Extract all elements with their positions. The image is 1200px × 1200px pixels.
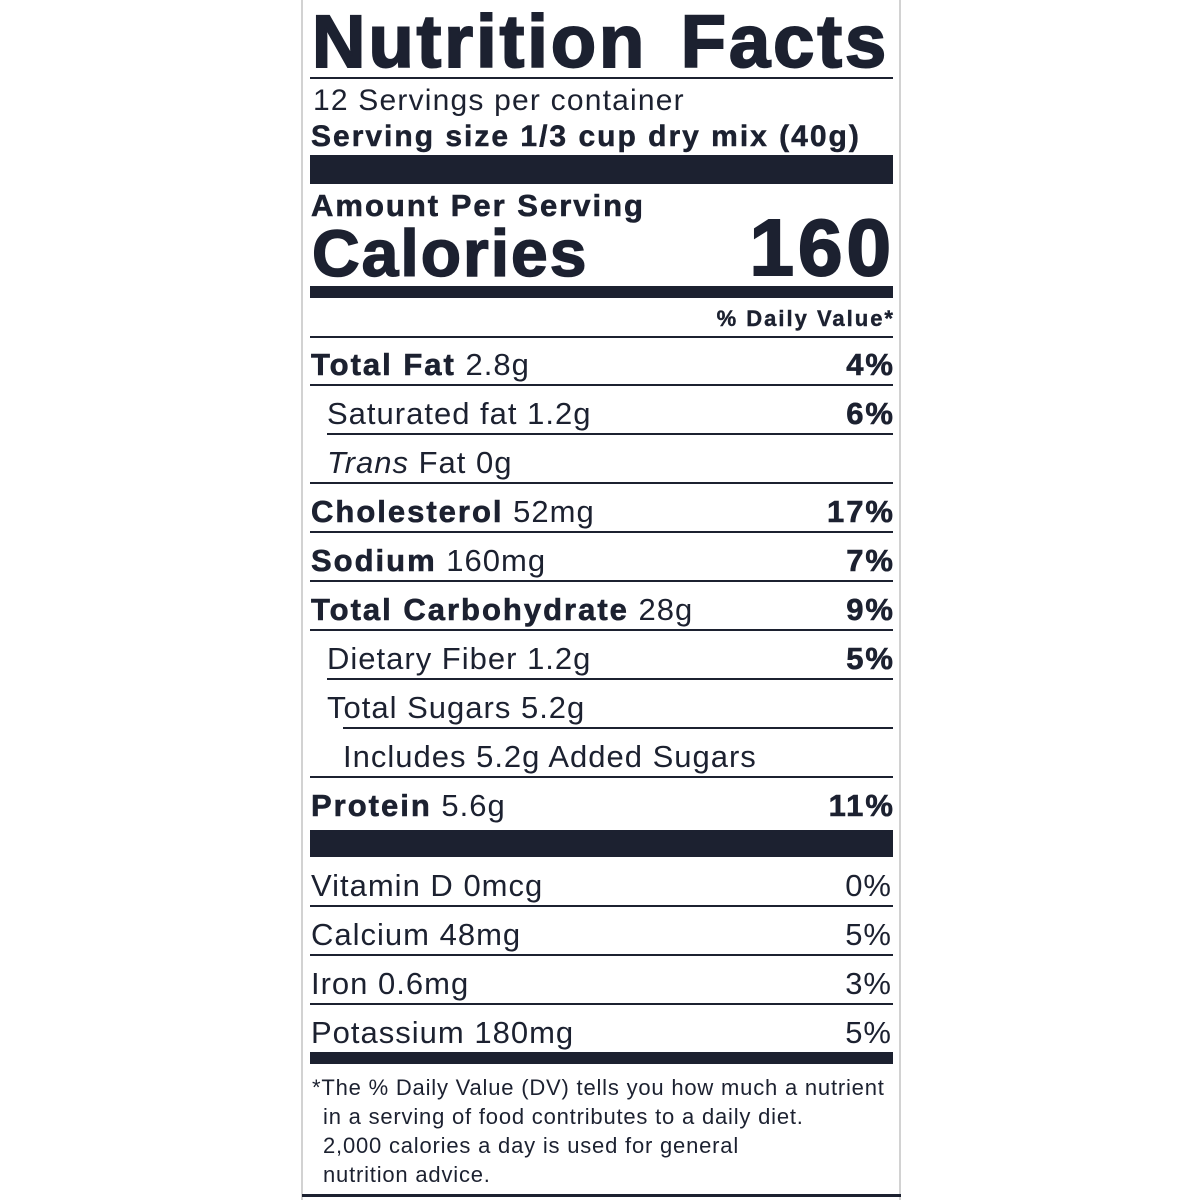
nutrient-daily-value: 6% — [846, 396, 895, 432]
label-left-border — [301, 0, 303, 1200]
nutrient-name: Dietary Fiber — [327, 641, 518, 676]
nutrient-amount: 28g — [638, 592, 694, 627]
vitamin-name: Calcium — [311, 917, 430, 952]
nutrient-row-added-sugars: Includes 5.2g Added Sugars — [310, 729, 893, 776]
vitamin-name: Iron — [311, 966, 369, 1001]
nutrient-daily-value: 7% — [846, 543, 895, 579]
nutrient-amount: 2.8g — [465, 347, 530, 382]
vitamin-amount: 0mcg — [463, 868, 544, 903]
vitamin-amount: 180mg — [474, 1015, 575, 1050]
nutrient-row-sodium: Sodium 160mg 7% — [310, 533, 895, 581]
nutrient-row-total-carbohydrate: Total Carbohydrate 28g 9% — [310, 582, 895, 630]
nutrient-amount: 0g — [476, 445, 513, 480]
divider — [310, 336, 893, 338]
nutrient-row-saturated-fat: Saturated fat 1.2g 6% — [310, 386, 893, 433]
nutrient-amount: 160mg — [446, 543, 547, 578]
divider — [310, 954, 893, 956]
nutrient-amount: 1.2g — [527, 396, 592, 431]
nutrient-label: Total Carbohydrate 28g — [311, 590, 693, 630]
nutrient-amount: 5.6g — [441, 788, 506, 823]
divider — [310, 531, 893, 533]
vitamin-label: Vitamin D 0mcg — [311, 866, 543, 906]
divider — [310, 629, 893, 631]
thick-divider — [310, 830, 893, 857]
vitamin-daily-value: 5% — [845, 1015, 892, 1050]
nutrient-label: Protein 5.6g — [311, 786, 506, 826]
nutrient-row-protein: Protein 5.6g 11% — [310, 778, 895, 826]
divider — [343, 727, 893, 729]
nutrient-name: Total Carbohydrate — [311, 592, 629, 628]
vitamin-label: Potassium 180mg — [311, 1013, 574, 1053]
vitamin-name: Potassium — [311, 1015, 465, 1050]
divider — [310, 580, 893, 582]
divider — [327, 678, 893, 680]
nutrient-daily-value: 11% — [828, 788, 895, 824]
vitamin-label: Calcium 48mg — [311, 915, 521, 955]
vitamin-name: Vitamin D — [311, 868, 454, 903]
divider — [310, 1003, 893, 1005]
nutrient-name: Cholesterol — [311, 494, 504, 530]
footnote-line: *The % Daily Value (DV) tells you how mu… — [312, 1075, 885, 1100]
nutrient-label: Sodium 160mg — [311, 541, 546, 581]
divider — [310, 482, 893, 484]
vitamin-row-iron: Iron 0.6mg 3% — [310, 956, 893, 1003]
nutrient-daily-value: 9% — [846, 592, 895, 628]
footnote-line: in a serving of food contributes to a da… — [323, 1104, 804, 1129]
nutrient-row-trans-fat: Trans Fat 0g — [310, 435, 893, 482]
footnote-line: nutrition advice. — [323, 1162, 491, 1187]
nutrient-label: Total Sugars 5.2g — [327, 688, 585, 728]
nutrient-label: Trans Fat 0g — [327, 443, 512, 483]
nutrient-label: Dietary Fiber 1.2g — [327, 639, 591, 679]
nutrient-row-cholesterol: Cholesterol 52mg 17% — [310, 484, 895, 532]
nutrient-label: Cholesterol 52mg — [311, 492, 595, 532]
label-bottom-border — [302, 1194, 901, 1197]
medium-divider — [310, 1052, 893, 1064]
nutrient-label: Includes 5.2g Added Sugars — [343, 739, 757, 774]
nutrient-name: Total Sugars — [327, 690, 512, 725]
nutrient-name: Sodium — [311, 543, 437, 579]
calories-label: Calories — [311, 216, 589, 290]
vitamin-row-potassium: Potassium 180mg 5% — [310, 1005, 893, 1052]
thick-divider — [310, 155, 893, 184]
nutrient-amount: 1.2g — [527, 641, 592, 676]
nutrient-row-total-sugars: Total Sugars 5.2g — [310, 680, 893, 727]
vitamin-row-calcium: Calcium 48mg 5% — [310, 907, 893, 954]
nutrient-daily-value: 4% — [846, 347, 895, 383]
nutrient-label: Saturated fat 1.2g — [327, 394, 591, 434]
vitamin-amount: 48mg — [439, 917, 522, 952]
nutrient-name: Total Fat — [311, 347, 456, 383]
nutrient-daily-value: 17% — [826, 494, 895, 530]
nutrient-amount: 5.2g — [520, 690, 586, 725]
nutrient-label: Total Fat 2.8g — [311, 345, 530, 385]
daily-value-header: % Daily Value* — [716, 306, 895, 331]
divider — [327, 433, 893, 435]
serving-size: Serving size 1/3 cup dry mix (40g) — [311, 120, 861, 153]
servings-per-container: 12 Servings per container — [313, 84, 685, 117]
vitamin-daily-value: 5% — [845, 917, 892, 952]
vitamin-daily-value: 3% — [845, 966, 892, 1001]
nutrient-name: Protein — [311, 788, 432, 824]
divider — [310, 384, 893, 386]
title-divider — [310, 77, 893, 79]
nutrient-daily-value: 5% — [846, 641, 895, 677]
divider — [310, 776, 893, 778]
vitamin-daily-value: 0% — [845, 868, 892, 903]
vitamin-label: Iron 0.6mg — [311, 964, 469, 1004]
calories-value: 160 — [749, 203, 895, 292]
amount-per-serving: Amount Per Serving — [311, 188, 645, 223]
vitamin-row-vitamin-d: Vitamin D 0mcg 0% — [310, 858, 893, 905]
medium-divider — [310, 286, 893, 298]
footnote-line: 2,000 calories a day is used for general — [323, 1133, 740, 1158]
nutrient-name: Saturated fat — [327, 396, 518, 431]
label-title: Nutrition Facts — [311, 0, 890, 83]
nutrient-name: Fat — [418, 445, 467, 480]
vitamin-amount: 0.6mg — [378, 966, 470, 1001]
nutrient-row-total-fat: Total Fat 2.8g 4% — [310, 337, 895, 385]
divider — [310, 905, 893, 907]
nutrient-amount: 52mg — [513, 494, 595, 529]
label-right-border — [899, 0, 901, 1200]
nutrient-row-dietary-fiber: Dietary Fiber 1.2g 5% — [310, 631, 893, 678]
nutrient-name-italic: Trans — [327, 445, 409, 480]
